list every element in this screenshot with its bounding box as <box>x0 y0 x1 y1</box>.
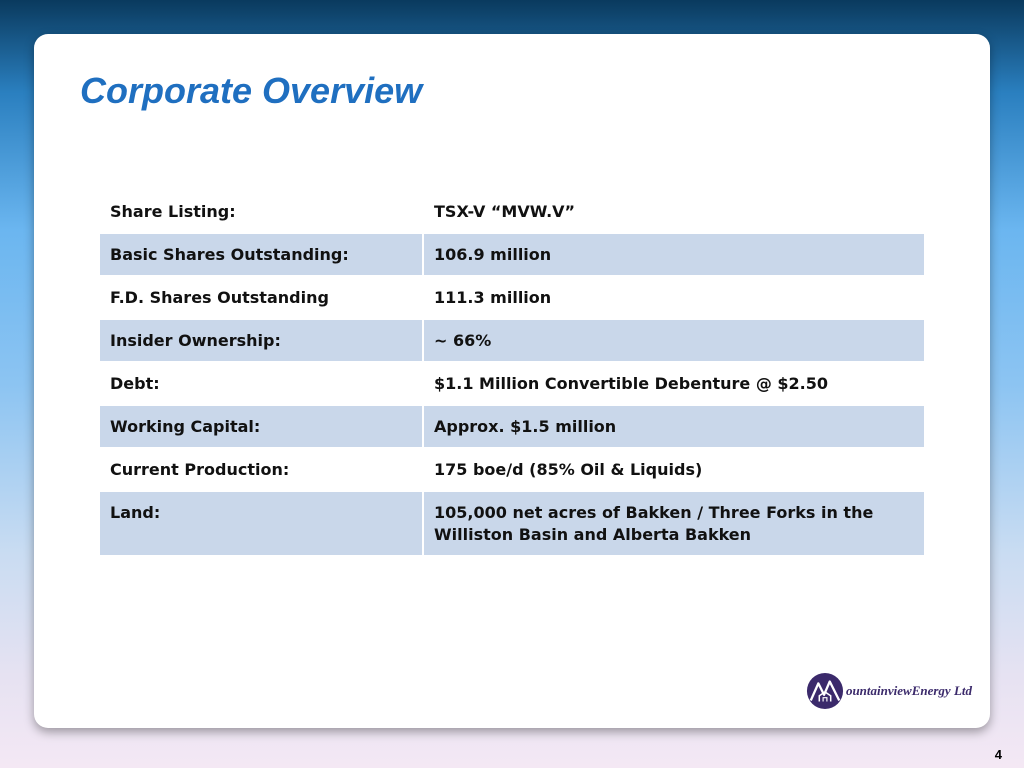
table-row: Share Listing: TSX-V “MVW.V” <box>100 191 924 233</box>
row-label: Basic Shares Outstanding: <box>100 233 424 276</box>
row-label: Working Capital: <box>100 405 424 448</box>
row-value: 106.9 million <box>423 233 924 276</box>
row-value: ~ 66% <box>423 319 924 362</box>
mountain-logo-icon <box>806 672 844 710</box>
table-row: Land: 105,000 net acres of Bakken / Thre… <box>100 491 924 556</box>
slide-card: Corporate Overview Share Listing: TSX-V … <box>34 34 990 728</box>
page-number: 4 <box>994 747 1002 762</box>
logo-text: ountainviewEnergy Ltd <box>845 683 972 698</box>
row-label: F.D. Shares Outstanding <box>100 276 424 319</box>
overview-table: Share Listing: TSX-V “MVW.V” Basic Share… <box>100 191 924 557</box>
row-label: Debt: <box>100 362 424 405</box>
row-label: Share Listing: <box>100 191 424 233</box>
row-label: Current Production: <box>100 448 424 491</box>
table-row: Debt: $1.1 Million Convertible Debenture… <box>100 362 924 405</box>
table-row: Working Capital: Approx. $1.5 million <box>100 405 924 448</box>
table-row: Current Production: 175 boe/d (85% Oil &… <box>100 448 924 491</box>
table-row: Basic Shares Outstanding: 106.9 million <box>100 233 924 276</box>
page-title: Corporate Overview <box>80 70 423 111</box>
row-value: 175 boe/d (85% Oil & Liquids) <box>434 460 703 479</box>
row-label: Land: <box>100 491 424 556</box>
row-label: Insider Ownership: <box>100 319 424 362</box>
table-row: F.D. Shares Outstanding 111.3 million <box>100 276 924 319</box>
row-value: Approx. $1.5 million <box>423 405 924 448</box>
row-value: 105,000 net acres of Bakken / Three Fork… <box>423 491 924 556</box>
row-value: $1.1 Million Convertible Debenture @ $2.… <box>434 374 829 393</box>
company-logo: ountainviewEnergy Ltd <box>806 672 972 710</box>
row-value: 111.3 million <box>434 288 552 307</box>
table-row: Insider Ownership: ~ 66% <box>100 319 924 362</box>
row-value: TSX-V “MVW.V” <box>434 202 576 221</box>
